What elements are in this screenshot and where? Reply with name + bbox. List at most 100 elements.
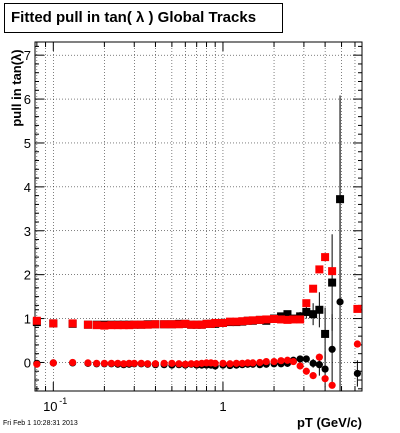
data-point-square: [100, 321, 109, 330]
data-point-circle: [315, 361, 323, 369]
data-point-square: [277, 315, 286, 324]
data-point-square: [309, 284, 318, 293]
data-point-circle: [144, 360, 152, 368]
timestamp-footer: Fri Feb 1 10:28:31 2013: [3, 420, 78, 427]
data-point-square: [289, 315, 298, 324]
data-point-circle: [277, 357, 285, 365]
plot-frame: [34, 41, 363, 392]
data-point-square: [248, 316, 257, 325]
data-point-square: [296, 315, 305, 324]
data-point-square: [328, 278, 337, 287]
data-point-square: [181, 319, 190, 328]
data-point-square: [232, 317, 241, 326]
data-point-square: [218, 318, 227, 327]
data-point-circle: [270, 357, 278, 366]
data-point-circle: [219, 359, 227, 367]
data-point-circle: [100, 359, 108, 367]
data-point-square: [125, 321, 134, 330]
data-point-square: [113, 321, 122, 330]
y-axis-label: pull in tan(λ): [9, 49, 24, 126]
data-point-square: [192, 320, 201, 329]
data-point-square: [202, 319, 211, 328]
data-point-circle: [211, 359, 219, 367]
data-point-square: [321, 253, 330, 262]
data-point-circle: [244, 359, 252, 367]
y-tick-label: 5: [24, 136, 31, 151]
data-point-square: [283, 315, 292, 324]
data-point-square: [309, 310, 318, 319]
data-point-square: [187, 320, 196, 329]
data-point-square: [315, 305, 324, 314]
title-box: Fitted pull in tan( λ ) Global Tracks: [4, 3, 283, 33]
axis-ticks: [35, 42, 362, 391]
data-point-circle: [130, 359, 138, 367]
data-point-circle: [151, 360, 160, 368]
data-point-square: [68, 319, 77, 328]
y-tick-label: 3: [24, 224, 31, 239]
data-point-circle: [353, 340, 361, 348]
data-point-square: [321, 329, 330, 338]
y-tick-label: 1: [24, 312, 31, 327]
data-point-square: [49, 319, 58, 328]
data-point-square: [151, 320, 160, 329]
data-point-circle: [137, 359, 145, 367]
data-point-circle: [181, 360, 189, 368]
x-axis-label: pT (GeV/c): [297, 415, 362, 430]
data-point-circle: [226, 360, 234, 368]
data-point-square: [302, 307, 311, 316]
data-point-square: [32, 316, 41, 325]
data-point-circle: [33, 360, 41, 368]
data-point-square: [243, 316, 252, 325]
data-point-square: [328, 267, 337, 276]
data-point-circle: [262, 357, 270, 366]
data-point-circle: [238, 359, 246, 367]
data-point-circle: [353, 369, 361, 378]
data-point-circle: [49, 359, 57, 367]
x-tick-label-exponent: -1: [59, 396, 67, 406]
data-point-circle: [328, 381, 336, 389]
x-tick-labels: 10 -1 1: [43, 396, 227, 414]
y-tick-label: 4: [24, 180, 31, 195]
data-point-circle: [232, 359, 240, 367]
data-point-square: [336, 195, 345, 204]
y-tick-labels: 0 1 2 3 4 5 6 7: [24, 48, 31, 370]
data-point-circle: [321, 365, 329, 373]
y-tick-label: 0: [24, 355, 31, 370]
data-point-circle: [296, 362, 304, 370]
data-point-square: [130, 320, 139, 329]
data-point-circle: [160, 359, 168, 367]
data-point-square: [255, 315, 264, 324]
data-point-square: [167, 320, 176, 329]
y-tick-label: 7: [24, 48, 31, 63]
data-point-circle: [168, 359, 176, 367]
data-point-circle: [283, 356, 292, 364]
data-point-circle: [315, 353, 323, 361]
data-point-circle: [302, 367, 310, 375]
data-point-circle: [321, 375, 329, 383]
chart-title: Fitted pull in tan( λ ) Global Tracks: [11, 9, 257, 26]
data-point-square: [119, 321, 128, 330]
data-point-square: [353, 304, 362, 313]
data-point-circle: [249, 359, 257, 367]
y-tick-label: 6: [24, 92, 31, 107]
data-point-square: [107, 321, 116, 330]
error-bars: [36, 95, 358, 391]
data-point-square: [160, 320, 169, 329]
data-point-square: [206, 319, 215, 328]
data-point-circle: [328, 345, 336, 353]
data-markers: [32, 195, 362, 389]
data-point-square: [137, 320, 146, 329]
y-tick-label: 2: [24, 268, 31, 283]
x-tick-label: 10: [43, 399, 57, 414]
data-point-circle: [93, 359, 101, 367]
data-point-square: [283, 310, 292, 319]
data-point-circle: [309, 359, 317, 367]
data-point-square: [92, 321, 101, 330]
data-point-square: [238, 317, 247, 326]
data-point-circle: [302, 355, 310, 363]
data-point-square: [270, 315, 279, 324]
data-point-square: [211, 318, 220, 327]
data-point-circle: [256, 358, 264, 367]
data-point-circle: [336, 298, 344, 306]
